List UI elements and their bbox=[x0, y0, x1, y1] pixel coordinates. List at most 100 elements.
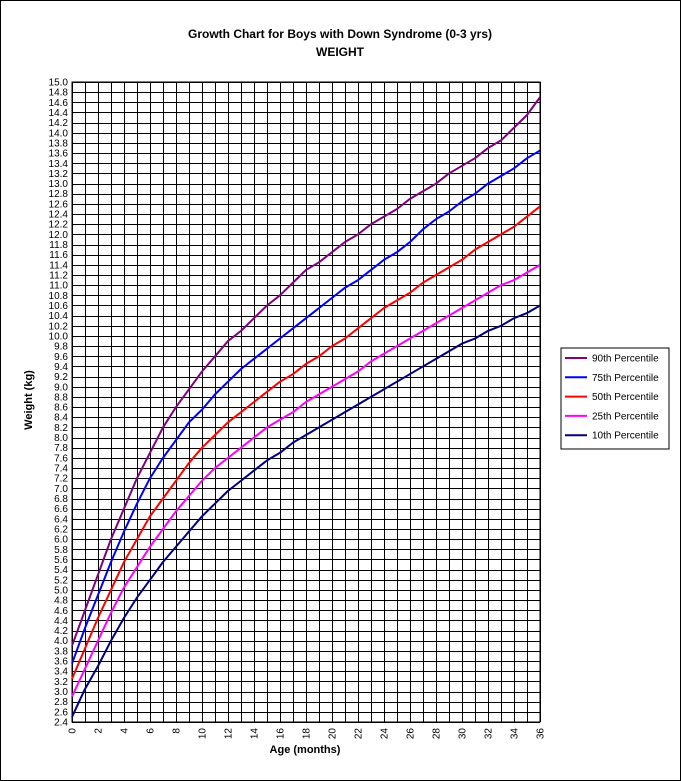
y-axis-label: Weight (kg) bbox=[23, 370, 35, 430]
y-tick-label: 9.8 bbox=[54, 342, 68, 353]
y-tick-label: 11.0 bbox=[49, 281, 68, 292]
y-tick-label: 5.4 bbox=[54, 565, 68, 576]
y-tick-label: 7.2 bbox=[54, 474, 68, 485]
y-tick-label: 8.8 bbox=[54, 392, 68, 403]
y-tick-label: 2.4 bbox=[54, 718, 68, 729]
series-line-3 bbox=[71, 205, 541, 680]
legend: 90th Percentile 75th Percentile 50th Perce… bbox=[560, 347, 670, 450]
legend-entry: 75th Percentile bbox=[592, 373, 659, 384]
series-layer bbox=[71, 96, 541, 718]
x-tick-label: 8 bbox=[172, 728, 183, 734]
y-tick-label: 4.0 bbox=[54, 636, 68, 647]
y-tick-label: 10.2 bbox=[49, 321, 69, 332]
y-tick-label: 5.0 bbox=[54, 585, 68, 596]
y-tick-label: 8.2 bbox=[54, 423, 68, 434]
x-tick-label: 16 bbox=[276, 728, 287, 740]
y-tick-label: 13.4 bbox=[49, 159, 69, 170]
x-axis-ticks: 0 2 4 6 8 10 12 14 16 18 20 22 24 26 28 30 32 34 36 bbox=[68, 728, 547, 740]
chart-title: Growth Chart for Boys with Down Syndrome… bbox=[188, 27, 492, 41]
series-line-4 bbox=[71, 263, 541, 698]
x-tick-label: 4 bbox=[120, 728, 131, 734]
y-axis-ticks: 2.42.62.83.03.23.43.63.84.04.24.44.64.85… bbox=[49, 78, 69, 729]
y-tick-label: 5.2 bbox=[54, 575, 68, 586]
y-tick-label: 14.4 bbox=[49, 108, 69, 119]
x-tick-label: 24 bbox=[380, 728, 391, 740]
y-tick-label: 2.6 bbox=[54, 707, 68, 718]
y-tick-label: 5.8 bbox=[54, 545, 68, 556]
y-tick-label: 10.6 bbox=[49, 301, 69, 312]
y-tick-label: 12.8 bbox=[49, 189, 69, 200]
y-tick-label: 14.0 bbox=[49, 128, 69, 139]
y-tick-label: 3.2 bbox=[54, 677, 68, 688]
y-tick-label: 12.6 bbox=[49, 199, 69, 210]
y-tick-label: 13.2 bbox=[49, 169, 69, 180]
y-tick-label: 9.0 bbox=[54, 382, 68, 393]
x-tick-label: 2 bbox=[94, 728, 105, 734]
y-tick-label: 6.0 bbox=[54, 535, 68, 546]
x-tick-label: 10 bbox=[198, 728, 209, 740]
y-tick-label: 14.8 bbox=[49, 88, 69, 99]
y-tick-label: 10.8 bbox=[49, 291, 69, 302]
y-tick-label: 8.0 bbox=[54, 433, 68, 444]
x-tick-label: 12 bbox=[224, 728, 235, 740]
y-tick-label: 14.2 bbox=[49, 118, 69, 129]
y-tick-label: 4.4 bbox=[54, 616, 68, 627]
y-tick-label: 7.4 bbox=[54, 464, 68, 475]
legend-box bbox=[560, 347, 670, 450]
x-tick-label: 32 bbox=[484, 728, 495, 740]
y-tick-label: 8.6 bbox=[54, 403, 68, 414]
y-tick-label: 4.2 bbox=[54, 626, 68, 637]
y-tick-label: 11.6 bbox=[49, 250, 68, 261]
series-line-2 bbox=[71, 149, 541, 664]
y-tick-label: 7.8 bbox=[54, 443, 68, 454]
x-axis-label: Age (months) bbox=[270, 744, 341, 756]
x-tick-label: 34 bbox=[510, 728, 521, 740]
y-tick-label: 10.0 bbox=[49, 331, 69, 342]
x-tick-label: 14 bbox=[250, 728, 261, 740]
y-tick-label: 9.4 bbox=[54, 362, 68, 373]
x-tick-label: 0 bbox=[68, 728, 79, 734]
y-tick-label: 12.4 bbox=[49, 210, 69, 221]
y-tick-label: 15.0 bbox=[49, 78, 69, 89]
y-tick-label: 10.4 bbox=[49, 311, 69, 322]
x-tick-label: 6 bbox=[146, 728, 157, 734]
chart-subtitle: WEIGHT bbox=[316, 45, 365, 59]
y-tick-label: 4.8 bbox=[54, 596, 68, 607]
y-tick-label: 3.6 bbox=[54, 657, 68, 668]
x-tick-label: 18 bbox=[302, 728, 313, 740]
y-tick-label: 5.6 bbox=[54, 555, 68, 566]
legend-entry: 50th Percentile bbox=[592, 392, 659, 403]
y-tick-label: 6.6 bbox=[54, 504, 68, 515]
x-tick-label: 36 bbox=[536, 728, 547, 740]
x-tick-label: 30 bbox=[458, 728, 469, 740]
x-tick-label: 26 bbox=[406, 728, 417, 740]
legend-entry: 25th Percentile bbox=[592, 411, 659, 422]
y-tick-label: 9.6 bbox=[54, 352, 68, 363]
y-tick-label: 2.8 bbox=[54, 697, 68, 708]
y-tick-label: 12.2 bbox=[49, 220, 69, 231]
series-line-1 bbox=[71, 96, 541, 647]
y-tick-label: 8.4 bbox=[54, 413, 68, 424]
y-tick-label: 13.6 bbox=[49, 149, 69, 160]
y-tick-label: 11.2 bbox=[49, 271, 68, 282]
y-tick-label: 11.4 bbox=[49, 260, 68, 271]
y-tick-label: 3.0 bbox=[54, 687, 68, 698]
x-tick-label: 22 bbox=[354, 728, 365, 740]
y-tick-label: 12.0 bbox=[49, 230, 69, 241]
x-tick-label: 28 bbox=[432, 728, 443, 740]
x-tick-label: 20 bbox=[328, 728, 339, 740]
y-tick-label: 14.6 bbox=[49, 98, 69, 109]
y-tick-label: 13.0 bbox=[49, 179, 69, 190]
y-tick-label: 9.2 bbox=[54, 372, 68, 383]
y-tick-label: 7.0 bbox=[54, 484, 68, 495]
series-line-5 bbox=[71, 304, 541, 718]
y-tick-label: 3.8 bbox=[54, 646, 68, 657]
y-tick-label: 4.6 bbox=[54, 606, 68, 617]
y-tick-label: 6.2 bbox=[54, 524, 68, 535]
y-tick-label: 11.8 bbox=[49, 240, 68, 251]
legend-entry: 90th Percentile bbox=[592, 354, 659, 365]
legend-entry: 10th Percentile bbox=[592, 431, 659, 442]
y-tick-label: 6.8 bbox=[54, 494, 68, 505]
y-tick-label: 13.8 bbox=[49, 138, 69, 149]
